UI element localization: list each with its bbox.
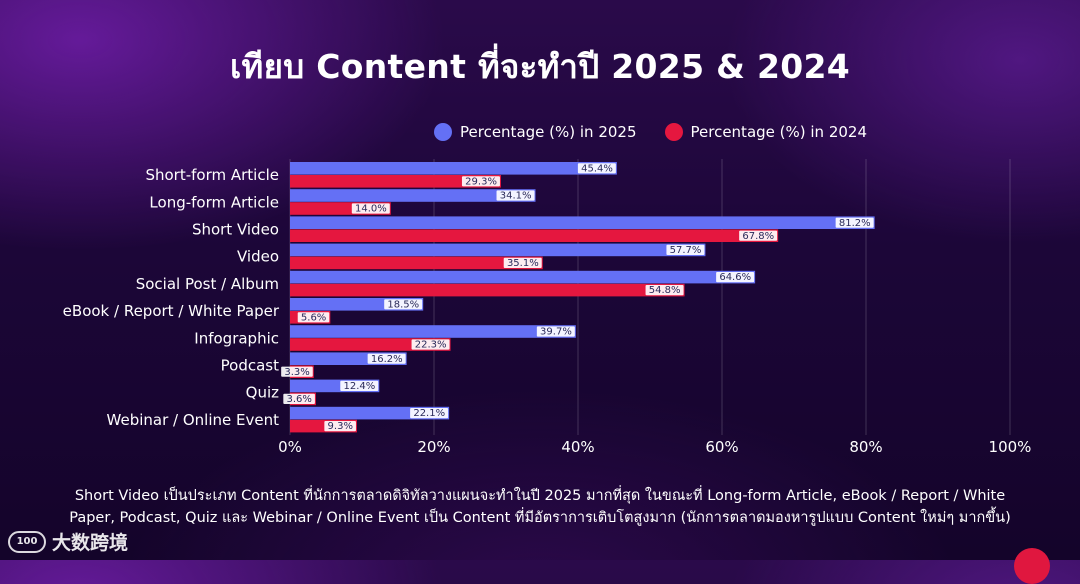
bar-2025 bbox=[290, 243, 706, 257]
data-label-bg bbox=[351, 203, 390, 214]
bar-2025 bbox=[290, 325, 576, 338]
data-label-bg bbox=[297, 312, 330, 323]
bar-2025 bbox=[290, 406, 450, 420]
chart-legend: Percentage (%) in 2025 Percentage (%) in… bbox=[434, 121, 895, 143]
bar-2025 bbox=[290, 189, 536, 202]
legend-item-2024: Percentage (%) in 2024 bbox=[664, 123, 868, 141]
x-tick-label: 20% bbox=[417, 438, 450, 456]
x-tick-label: 0% bbox=[278, 438, 302, 456]
category-label: Short Video bbox=[192, 221, 279, 239]
data-label: 64.6% bbox=[719, 272, 751, 283]
bar-2024 bbox=[290, 338, 451, 351]
data-label-bg bbox=[283, 393, 315, 404]
data-label-bg bbox=[324, 421, 356, 432]
category-label: Short-form Article bbox=[145, 166, 279, 184]
data-label: 16.2% bbox=[371, 354, 403, 365]
data-label-bg bbox=[281, 366, 313, 377]
data-label-bg bbox=[666, 244, 705, 255]
x-tick-label: 40% bbox=[561, 438, 594, 456]
bar-2024 bbox=[290, 256, 543, 270]
data-label: 9.3% bbox=[328, 421, 353, 432]
data-label-bg bbox=[536, 326, 575, 337]
brand-logo-icon: 100 bbox=[8, 530, 46, 553]
x-tick-label: 60% bbox=[705, 438, 738, 456]
chart-title: เทียบ Content ที่จะทำปี 2025 & 2024 bbox=[229, 47, 851, 86]
bar-2025 bbox=[290, 216, 875, 229]
data-label: 57.7% bbox=[670, 245, 702, 256]
data-label: 39.7% bbox=[540, 327, 572, 338]
brand-watermark: 100 大数跨境 bbox=[8, 528, 128, 555]
data-label-bg bbox=[367, 353, 406, 364]
data-label-bg bbox=[716, 272, 755, 283]
legend-label-2025: Percentage (%) in 2025 bbox=[460, 123, 637, 141]
bar-2025 bbox=[290, 270, 756, 284]
category-label: Long-form Article bbox=[149, 193, 279, 211]
data-label-bg bbox=[461, 176, 500, 187]
bar-2024 bbox=[290, 229, 779, 242]
data-label: 5.6% bbox=[301, 312, 326, 323]
data-label-bg bbox=[835, 217, 874, 228]
category-label: Webinar / Online Event bbox=[107, 411, 280, 429]
data-label: 35.1% bbox=[507, 258, 539, 269]
data-label: 67.8% bbox=[742, 231, 774, 242]
data-label: 81.2% bbox=[839, 218, 871, 229]
category-label: eBook / Report / White Paper bbox=[63, 302, 280, 320]
data-label-bg bbox=[410, 408, 449, 419]
category-label: Quiz bbox=[246, 384, 279, 402]
data-label: 45.4% bbox=[581, 163, 613, 174]
data-label: 12.4% bbox=[343, 381, 375, 392]
category-label: Infographic bbox=[194, 329, 279, 347]
corner-badge-icon bbox=[1014, 548, 1050, 584]
bar-2024 bbox=[290, 175, 501, 188]
x-tick-label: 80% bbox=[849, 438, 882, 456]
data-label: 29.3% bbox=[465, 176, 497, 187]
data-label: 3.6% bbox=[287, 394, 312, 405]
data-label: 34.1% bbox=[500, 191, 532, 202]
category-label: Podcast bbox=[221, 357, 279, 375]
data-label-bg bbox=[645, 285, 684, 296]
data-label: 22.3% bbox=[415, 340, 447, 351]
data-label-bg bbox=[739, 230, 778, 241]
data-label-bg bbox=[496, 190, 535, 201]
brand-name: 大数跨境 bbox=[52, 532, 129, 554]
data-label-bg bbox=[411, 339, 450, 350]
bar-chart: 0% 20% 40% 60% 80% 100% Short-form Article 45.4… bbox=[63, 162, 1032, 456]
data-label: 18.5% bbox=[387, 299, 419, 310]
data-label: 3.3% bbox=[284, 367, 309, 378]
bar-2025 bbox=[290, 162, 617, 175]
data-label-bg bbox=[503, 257, 542, 268]
legend-label-2024: Percentage (%) in 2024 bbox=[690, 123, 868, 141]
category-label: Social Post / Album bbox=[136, 275, 279, 293]
legend-swatch-2024 bbox=[664, 123, 683, 141]
legend-swatch-2025 bbox=[434, 123, 452, 141]
footnote-line-2: Paper, Podcast, Quiz และ Webinar / Onlin… bbox=[69, 510, 1011, 526]
data-label-bg bbox=[384, 299, 423, 310]
x-tick-label: 100% bbox=[989, 438, 1032, 456]
data-label: 54.8% bbox=[649, 285, 681, 296]
footnote-line-1: Short Video เป็นประเภท Content ที่นักการ… bbox=[74, 488, 1006, 504]
data-label: 14.0% bbox=[355, 204, 387, 215]
category-label: Video bbox=[237, 248, 279, 266]
footnote: Short Video เป็นประเภท Content ที่นักการ… bbox=[40, 485, 1040, 529]
bar-2024 bbox=[290, 283, 685, 297]
data-label: 22.1% bbox=[413, 408, 445, 419]
data-label-bg bbox=[340, 380, 379, 391]
data-label-bg bbox=[577, 163, 616, 174]
legend-item-2025: Percentage (%) in 2025 bbox=[434, 123, 637, 141]
